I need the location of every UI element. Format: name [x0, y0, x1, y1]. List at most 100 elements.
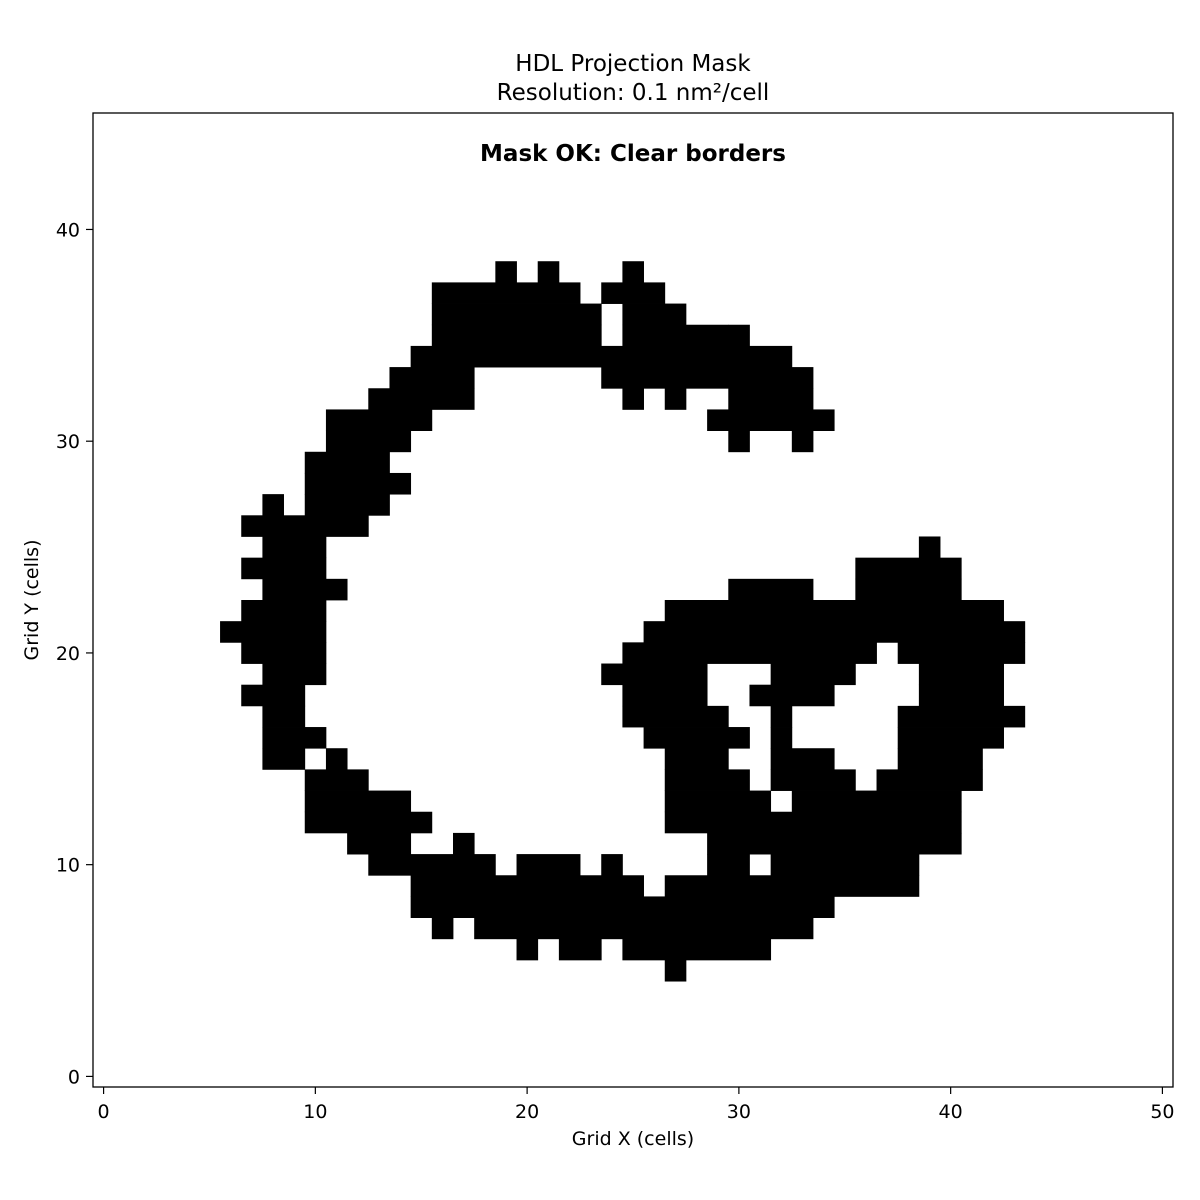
mask-cell-run	[431, 303, 602, 326]
chart-subtitle: Resolution: 0.1 nm²/cell	[497, 80, 770, 106]
mask-cell-run	[664, 790, 772, 813]
x-tick-label: 30	[727, 1101, 751, 1123]
mask-cell-run	[664, 600, 1004, 622]
mask-cell-run	[728, 388, 814, 410]
mask-cell-run	[262, 727, 327, 749]
mask-cell-run	[241, 684, 306, 707]
mask-cell-run	[770, 748, 835, 770]
mask-cell-run	[325, 409, 433, 431]
mask-cell-run	[325, 430, 412, 453]
mask-cell-run	[622, 324, 729, 347]
mask-cell-run	[728, 430, 750, 453]
y-tick-label: 0	[68, 1066, 80, 1088]
mask-cell-run	[325, 748, 348, 770]
mask-cell-run	[262, 494, 284, 516]
mask-cell-run	[664, 959, 687, 982]
mask-cell-run	[262, 705, 306, 728]
mask-cell-run	[368, 854, 496, 876]
mask-cell-run	[770, 663, 856, 686]
mask-cell-run	[304, 811, 433, 834]
mask-cell-run	[643, 621, 1026, 643]
mask-cell-run	[516, 938, 539, 961]
mask-cell-run	[410, 345, 602, 368]
mask-cell-run	[855, 578, 962, 601]
mask-status-annotation: Mask OK: Clear borders	[480, 141, 786, 167]
mask-cell-run	[601, 367, 814, 389]
mask-cell-run	[601, 663, 708, 686]
x-tick-label: 20	[515, 1101, 539, 1123]
mask-cell-run	[664, 811, 962, 834]
x-tick-label: 0	[98, 1101, 110, 1123]
mask-cell-run	[897, 727, 1004, 749]
mask-cell-run	[241, 515, 369, 537]
mask-cell-run	[664, 769, 750, 791]
mask-cell-run	[601, 854, 623, 876]
mask-cell-run	[262, 663, 327, 686]
mask-cell-run	[770, 769, 856, 791]
x-tick-label: 50	[1150, 1101, 1174, 1123]
mask-cell-run	[664, 748, 729, 770]
mask-cell-run	[728, 578, 814, 601]
mask-cell-run	[749, 684, 835, 707]
y-tick-label: 20	[56, 643, 80, 665]
mask-cell-run	[664, 388, 687, 410]
mask-cell-run	[558, 938, 602, 961]
mask-cell-run	[897, 642, 1026, 664]
mask-cell-run	[431, 917, 454, 940]
y-axis-ticks: 0 10 20 30 40	[56, 219, 93, 1088]
mask-cell-run	[707, 409, 835, 431]
mask-cell-run	[918, 684, 1004, 707]
mask-cell-run	[347, 832, 412, 855]
mask-cell-run	[707, 854, 750, 876]
mask-cell-run	[453, 832, 475, 855]
plot-frame	[92, 112, 1174, 1088]
mask-cell-run	[474, 917, 814, 940]
mask-cell-run	[622, 261, 644, 283]
mask-cell-run	[410, 896, 835, 918]
mask-cell-run	[241, 600, 327, 622]
y-tick-label: 30	[56, 431, 80, 453]
mask-cell-run	[389, 367, 475, 389]
mask-cell-run	[262, 748, 306, 770]
mask-cell-run	[770, 727, 793, 749]
mask-cell-run	[770, 705, 793, 728]
mask-cell-run	[262, 578, 348, 601]
mask-cell-run	[897, 705, 1026, 728]
mask-cell-run	[516, 854, 581, 876]
x-tick-label: 40	[939, 1101, 963, 1123]
mask-cell-run	[495, 261, 517, 283]
mask-cell-run	[241, 557, 327, 580]
mask-cell-run	[431, 324, 602, 347]
mask-cell-run	[622, 642, 877, 664]
mask-cell-run	[368, 388, 475, 410]
mask-cell-run	[707, 832, 962, 855]
mask-cell-run	[897, 748, 983, 770]
mask-cell-run	[601, 345, 793, 368]
chart-title: HDL Projection Mask	[515, 51, 751, 77]
mask-cell-run	[410, 875, 644, 897]
mask-cell-run	[876, 769, 983, 791]
mask-cell-run	[770, 854, 920, 876]
mask-cell-run	[304, 451, 390, 474]
mask-cell-run	[622, 388, 644, 410]
mask-cell-run	[241, 642, 327, 664]
x-axis-ticks: 0 10 20 30 40 50	[98, 1087, 1175, 1123]
mask-cell-run	[304, 494, 390, 516]
mask-cell-run	[622, 303, 687, 326]
mask-cells	[220, 261, 1026, 982]
y-tick-label: 10	[56, 855, 80, 877]
mask-cell-run	[791, 790, 962, 813]
mask-cell-run	[304, 472, 412, 495]
mask-cell-run	[304, 790, 412, 813]
mask-cell-run	[918, 663, 1004, 686]
mask-cell-run	[537, 261, 560, 283]
y-axis-label: Grid Y (cells)	[21, 540, 43, 661]
mask-cell-run	[262, 536, 327, 559]
mask-cell-run	[664, 875, 920, 897]
x-axis-label: Grid X (cells)	[572, 1128, 694, 1150]
mask-cell-run	[622, 684, 708, 707]
x-tick-label: 10	[303, 1101, 327, 1123]
mask-cell-run	[918, 536, 941, 559]
mask-cell-run	[622, 938, 772, 961]
